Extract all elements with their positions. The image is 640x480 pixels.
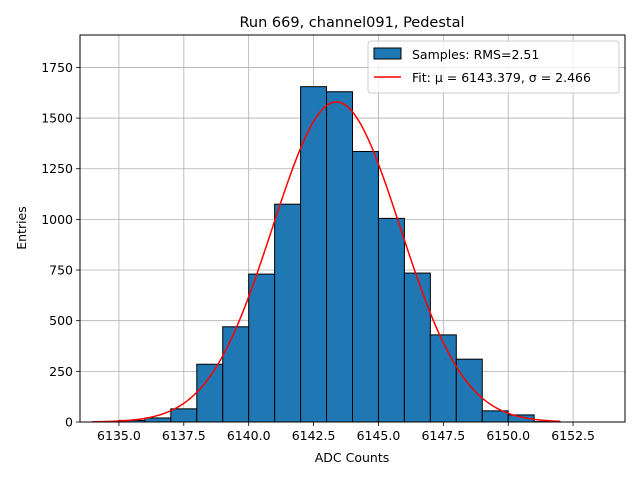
y-tick-label: 500 [49,313,73,328]
histogram-bar [326,91,353,423]
histogram-bar [170,408,198,423]
x-tick-label: 6142.5 [292,428,336,443]
y-tick-label: 1000 [41,212,73,227]
y-tick-label: 1750 [41,60,73,75]
histogram-bars [92,86,561,423]
x-tick-label: 6137.5 [162,428,206,443]
y-tick-label: 750 [49,263,73,278]
x-tick-label: 6135.0 [97,428,141,443]
x-axis-label: ADC Counts [315,450,390,465]
histogram-bar [274,203,302,423]
histogram-bar [300,86,328,423]
fit-curve [92,101,561,423]
y-axis-label: Entries [14,206,29,250]
y-tick-label: 250 [49,364,73,379]
y-tick-label: 0 [65,415,73,430]
y-tick-label: 1250 [41,161,73,176]
x-tick-label: 6140.0 [227,428,271,443]
histogram-bar [248,273,276,423]
histogram-bar [196,363,224,423]
x-tick-label: 6147.5 [421,428,465,443]
histogram-bar [377,217,405,423]
x-tick-label: 6150.0 [486,428,530,443]
y-axis-ticks: 0 250 500 750 1000 1250 1500 1750 [41,60,80,430]
legend-label-fit: Fit: μ = 6143.379, σ = 2.466 [412,70,591,85]
histogram-bar [403,272,431,423]
x-tick-label: 6145.0 [357,428,401,443]
plot-frame [79,34,626,423]
histogram-bar [455,358,483,423]
y-tick-label: 1500 [41,111,73,126]
legend: Samples: RMS=2.51 Fit: μ = 6143.379, σ =… [367,40,620,94]
legend-swatch-samples [373,47,402,60]
legend-box [367,40,620,94]
histogram-bar [352,151,379,423]
histogram-bar [144,417,172,423]
legend-label-samples: Samples: RMS=2.51 [412,47,539,62]
histogram-bar [222,326,250,423]
x-axis-ticks: 6135.0 6137.5 6140.0 6142.5 6145.0 6147.5 6150… [97,422,595,443]
x-tick-label: 6152.5 [551,428,595,443]
chart-title: Run 669, channel091, Pedestal [239,15,464,31]
histogram-bar [429,334,457,423]
